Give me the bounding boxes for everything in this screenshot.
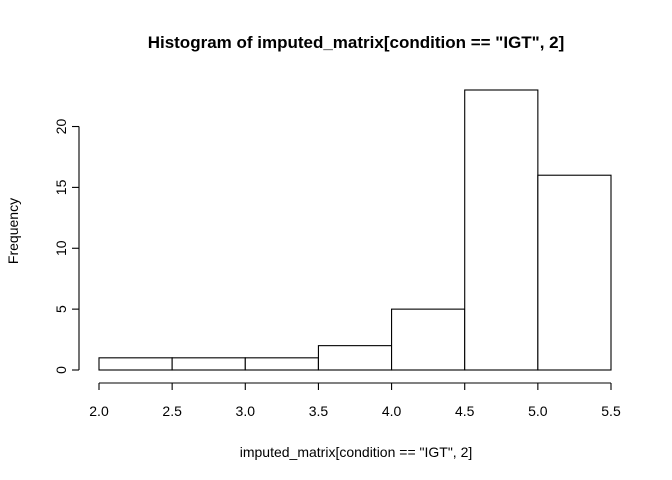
histogram-bar-1	[171, 357, 246, 371]
histogram-bar-3	[317, 345, 393, 371]
histogram-bar-2	[244, 357, 319, 371]
histogram-bar-4	[391, 308, 466, 371]
x-tick-label: 5.5	[601, 403, 621, 419]
x-tick-label: 2.0	[89, 403, 109, 419]
y-tick-label: 15	[53, 179, 69, 195]
histogram-bar-0	[98, 357, 173, 371]
y-tick-label: 10	[53, 240, 69, 256]
x-tick-label: 3.0	[236, 403, 256, 419]
x-axis-label: imputed_matrix[condition == "IGT", 2]	[240, 444, 473, 460]
y-tick-label: 0	[53, 366, 69, 374]
x-tick-label: 3.5	[309, 403, 329, 419]
y-axis-label: Frequency	[5, 198, 21, 264]
x-axis: 2.0 2.5 3.0 3.5 4.0 4.5 5.0 5.5	[89, 382, 621, 419]
x-tick-label: 5.0	[528, 403, 548, 419]
chart-title: Histogram of imputed_matrix[condition ==…	[148, 33, 565, 52]
histogram-bar-6	[537, 174, 612, 371]
x-tick-label: 4.0	[382, 403, 402, 419]
y-tick-label: 5	[53, 305, 69, 313]
x-tick-label: 2.5	[162, 403, 182, 419]
y-axis: 0 5 10 15 20	[53, 119, 80, 374]
y-tick-label: 20	[53, 119, 69, 135]
x-tick-label: 4.5	[455, 403, 475, 419]
histogram-bar-5	[464, 89, 539, 371]
histogram-bars	[98, 89, 612, 371]
